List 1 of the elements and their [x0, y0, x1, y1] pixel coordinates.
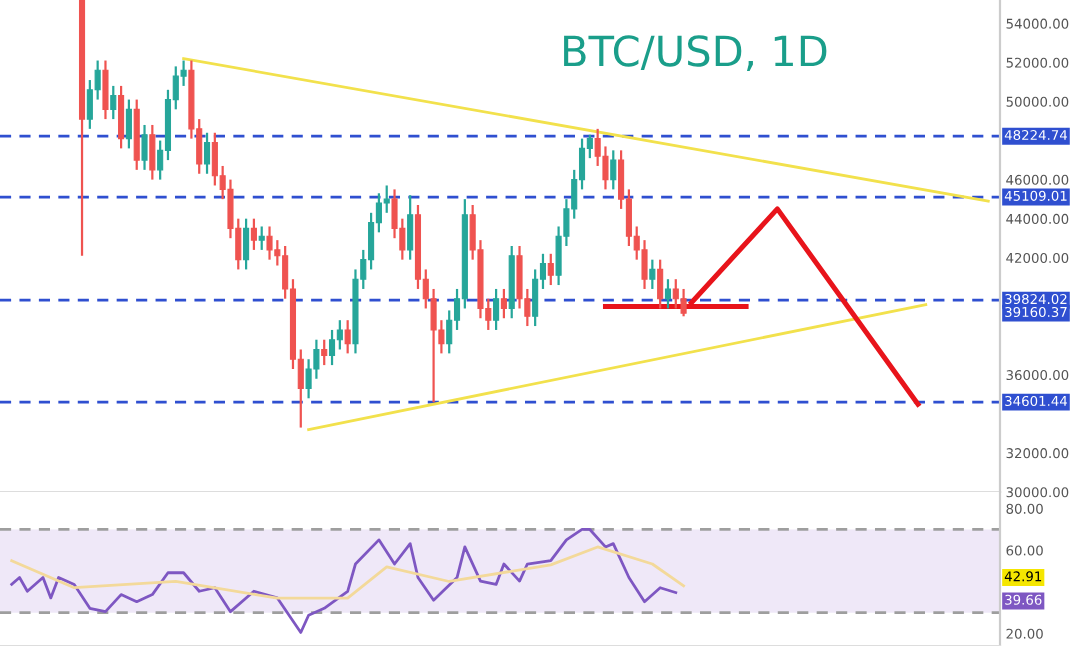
text: BTC/USD, 1D — [564, 35, 827, 71]
